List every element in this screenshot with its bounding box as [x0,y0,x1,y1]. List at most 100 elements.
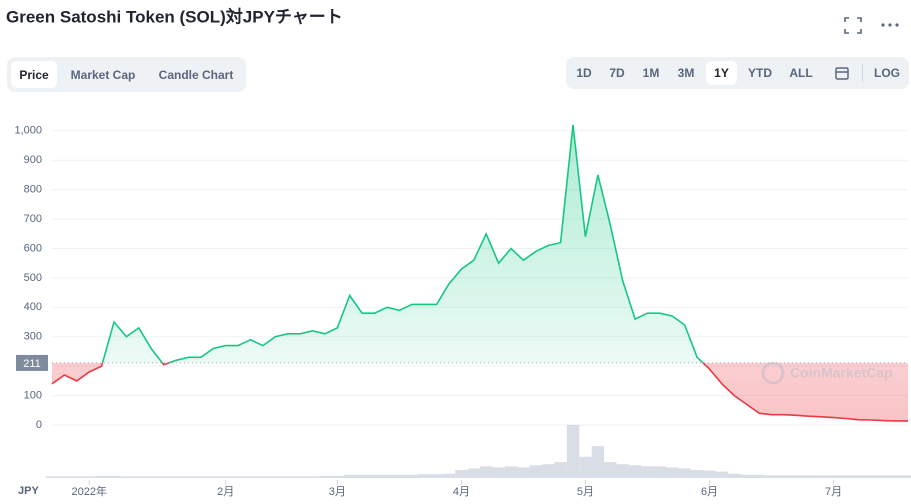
tab[interactable]: Candle Chart [158,67,234,82]
volume-bar [306,476,319,478]
range-button[interactable]: ALL [789,66,813,80]
expand-icon[interactable] [844,17,862,34]
y-tick-label: 600 [24,242,42,254]
volume-bar [231,476,245,478]
currency-label: JPY [18,485,39,497]
volume-bar [45,476,59,478]
volume-bar [566,425,580,478]
range-button[interactable]: 1Y [706,61,737,85]
range-button[interactable]: 1M [642,66,660,80]
volume-bar [740,474,753,478]
reference-label: 211 [23,358,41,370]
volume-bar [666,467,679,478]
volume-bar [504,466,518,478]
calendar-button[interactable] [828,57,856,89]
volume-bar [827,475,840,478]
volume-bar [876,475,890,478]
volume-bar [529,465,543,478]
x-tick-label: 5月 [577,486,594,498]
x-tick-label: 4月 [453,486,470,498]
tab[interactable]: Market Cap [70,67,136,82]
more-icon[interactable] [881,23,899,27]
y-tick-label: 900 [24,154,42,166]
range-button[interactable]: 1D [576,66,592,80]
volume-bar [380,474,394,478]
price-line-down [51,362,908,422]
volume-bar [467,468,480,478]
volume-bar [83,476,96,478]
volume-bar [653,466,667,478]
volume-bar [690,470,704,478]
volume-bar [628,465,642,478]
volume-bar [901,475,911,478]
volume-bar [107,475,121,478]
volume-bar [70,476,84,478]
calendar-icon [835,67,849,80]
y-tick-label: 100 [24,389,42,401]
x-tick-label: 7月 [825,486,842,498]
volume-bar [542,464,555,478]
volume-bar [765,475,778,478]
volume-bar [145,476,158,478]
volume-bar [430,474,443,478]
x-tick-label: 6月 [701,486,718,498]
volume-bar [169,476,183,478]
price-line-up [101,124,705,363]
range-button[interactable]: 7D [609,66,625,80]
area-down [52,362,908,421]
volume-bar [405,474,418,478]
log-button[interactable]: LOG [874,66,900,80]
volume-bar [343,474,356,478]
volume-bar [157,476,170,478]
volume-bar [852,475,865,478]
volume-bar [889,475,902,478]
volume-bar [244,476,257,478]
volume-bar [703,470,716,478]
chart-title: Green Satoshi Token (SOL)対JPYチャート [6,6,343,26]
volume-bar [814,475,828,478]
divider [862,64,863,82]
volume-bar [58,476,71,478]
volume-bar [579,456,592,478]
volume-bar [790,475,803,478]
y-tick-label: 400 [24,301,42,313]
volume-bar [207,476,220,478]
y-tick-label: 500 [24,272,42,284]
volume-bar [182,476,195,478]
y-tick-label: 800 [24,184,42,196]
volume-bar [293,476,307,478]
volume-bar [839,475,853,478]
volume-bar [269,476,282,478]
range-group: 1D 7D 1M 3M 1Y YTD ALL LOG [566,57,909,89]
volume-bar [393,474,406,478]
volume-bar [219,476,232,478]
volume-bar [604,462,617,478]
volume-bar [256,476,270,478]
volume-bar [752,474,766,478]
volume-bar [331,475,344,478]
volume-bar [715,471,729,478]
volume-bar [368,474,381,478]
volume-bar [194,476,208,478]
volume-bar [554,462,567,478]
volume-bar [355,474,369,478]
volume-bar [480,466,493,478]
volume-bar [95,475,108,478]
volume-bar [417,474,431,478]
range-button[interactable]: YTD [748,66,772,80]
y-tick-label: 300 [24,331,42,343]
volume-bar [678,468,691,478]
y-tick-label: 1,000 [14,125,42,137]
volume-bar [591,446,605,478]
watermark: CoinMarketCap [761,361,893,385]
volume-bar [777,475,791,478]
volume-bar [641,466,654,478]
range-button[interactable]: 3M [677,66,695,80]
watermark-text: CoinMarketCap [790,365,893,381]
x-tick-label: 2022年 [71,484,106,498]
tab-group: Price Market Cap Candle Chart [7,57,246,92]
volume-bar [281,476,294,478]
tab[interactable]: Price [11,61,57,88]
